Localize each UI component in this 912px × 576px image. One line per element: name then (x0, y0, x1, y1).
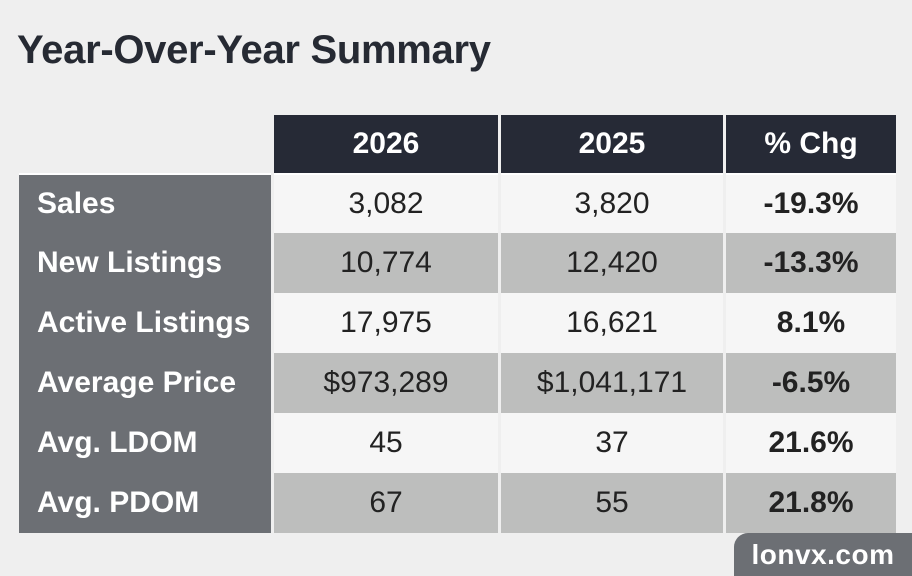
row-label-active-listings: Active Listings (19, 293, 271, 353)
cell-sales-2025: 3,820 (501, 173, 723, 233)
cell-active-listings-chg: 8.1% (726, 293, 896, 353)
cell-sales-chg: -19.3% (726, 173, 896, 233)
cell-avg-pdom-chg: 21.8% (726, 473, 896, 533)
row-label-avg-pdom: Avg. PDOM (19, 473, 271, 533)
row-label-avg-ldom: Avg. LDOM (19, 413, 271, 473)
summary-table: 2026 2025 % Chg Sales 3,082 3,820 -19.3%… (19, 115, 896, 533)
cell-active-listings-2026: 17,975 (274, 293, 498, 353)
page-title: Year-Over-Year Summary (17, 28, 491, 72)
brand-badge: lonvx.com (734, 533, 912, 576)
row-label-new-listings: New Listings (19, 233, 271, 293)
cell-avg-ldom-chg: 21.6% (726, 413, 896, 473)
row-label-average-price: Average Price (19, 353, 271, 413)
cell-new-listings-chg: -13.3% (726, 233, 896, 293)
cell-sales-2026: 3,082 (274, 173, 498, 233)
cell-new-listings-2026: 10,774 (274, 233, 498, 293)
cell-avg-pdom-2026: 67 (274, 473, 498, 533)
table-corner (19, 115, 271, 173)
column-header-2026: 2026 (274, 115, 498, 173)
cell-new-listings-2025: 12,420 (501, 233, 723, 293)
cell-average-price-2026: $973,289 (274, 353, 498, 413)
row-label-sales: Sales (19, 173, 271, 233)
cell-avg-pdom-2025: 55 (501, 473, 723, 533)
cell-active-listings-2025: 16,621 (501, 293, 723, 353)
cell-avg-ldom-2026: 45 (274, 413, 498, 473)
column-header-2025: 2025 (501, 115, 723, 173)
cell-average-price-chg: -6.5% (726, 353, 896, 413)
cell-average-price-2025: $1,041,171 (501, 353, 723, 413)
cell-avg-ldom-2025: 37 (501, 413, 723, 473)
column-header-pct-chg: % Chg (726, 115, 896, 173)
